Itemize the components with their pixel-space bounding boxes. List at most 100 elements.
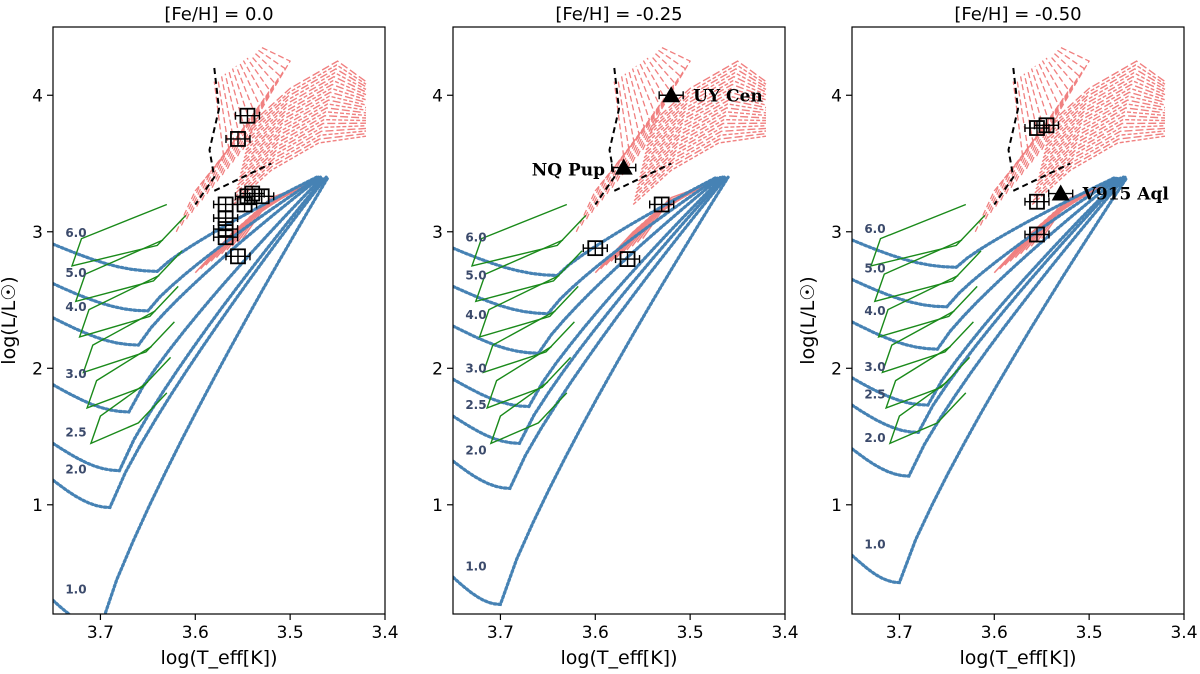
agb-track	[235, 127, 367, 194]
blue-loop-track	[489, 381, 568, 445]
agb-track	[239, 114, 367, 178]
agb-track	[1046, 79, 1166, 143]
blue-loop-track	[82, 310, 175, 374]
agb-track	[596, 70, 645, 207]
panel-1: 1.0 2.0 2.5 3.0 4.0 5.0 6.0 3.7 3.6 3.5 3.4 1 2 3 4 [Fe…	[0, 4, 399, 669]
agb-track	[1025, 54, 1075, 170]
agb-track	[585, 76, 635, 220]
agb-track	[979, 78, 1029, 226]
agb-track	[995, 70, 1044, 207]
mass-label: 3.0	[465, 361, 486, 375]
y-tick-label: 4	[32, 86, 43, 106]
blue-loop-tracks	[70, 203, 187, 445]
agb-track	[191, 73, 240, 214]
observed-star	[225, 131, 251, 147]
mass-label: 2.5	[864, 387, 885, 401]
blue-loop-track	[482, 310, 575, 374]
agb-track	[244, 91, 367, 155]
x-axis-label: log(T_eff[K])	[960, 647, 1077, 669]
agb-track	[240, 107, 367, 170]
ms-track	[453, 175, 726, 446]
agb-track	[643, 95, 767, 159]
agb-track	[249, 71, 367, 135]
x-tick-label: 3.6	[182, 623, 209, 643]
target-triangle	[614, 158, 633, 175]
agb-track	[211, 62, 261, 188]
agb-track	[241, 103, 367, 167]
agb-track	[249, 68, 367, 131]
y-tick-label: 3	[432, 223, 443, 243]
agb-track	[646, 83, 767, 147]
agb-track	[221, 57, 271, 176]
x-tick-label: 3.6	[582, 623, 609, 643]
x-axis-label: log(T_eff[K])	[161, 647, 278, 669]
mass-label: 4.0	[65, 300, 86, 314]
blue-loop-track	[74, 239, 183, 303]
panel-title: [Fe/H] = -0.50	[954, 4, 1081, 25]
agb-track	[1005, 65, 1055, 195]
agb-track	[238, 118, 367, 182]
agb-track	[226, 54, 276, 170]
agb-track	[1038, 114, 1166, 178]
agb-track	[647, 79, 767, 143]
agb-track	[231, 52, 281, 163]
target-label: UY Cen	[693, 86, 763, 106]
agb-track	[237, 49, 286, 157]
mass-label: 6.0	[65, 226, 86, 240]
blue-loop-track	[881, 310, 974, 374]
agb-track	[649, 71, 767, 135]
agb-track	[642, 99, 767, 163]
agb-track	[1048, 71, 1166, 135]
agb-tracks	[974, 46, 1166, 274]
x-tick-label: 3.5	[277, 623, 304, 643]
agb-track	[635, 127, 767, 194]
instability-boundary	[993, 67, 1020, 206]
y-tick-label: 2	[831, 359, 842, 379]
x-tick-label: 3.4	[371, 623, 398, 643]
agb-track	[1036, 49, 1085, 157]
blue-loop-track	[869, 203, 986, 267]
agb-track	[1032, 132, 1166, 202]
y-tick-label: 3	[32, 223, 43, 243]
mass-label: 3.0	[864, 360, 885, 374]
agb-track	[206, 65, 256, 195]
ms-track	[453, 175, 719, 278]
agb-track	[1031, 135, 1166, 206]
agb-track	[1040, 103, 1166, 167]
x-tick-label: 3.4	[771, 623, 798, 643]
observed-star	[248, 188, 275, 205]
agb-track	[1042, 95, 1166, 159]
observed-star	[212, 196, 239, 213]
ms-tracks	[53, 175, 330, 614]
ms-track	[53, 175, 326, 473]
agb-track	[246, 83, 367, 147]
agb-track	[248, 75, 367, 139]
y-tick-label: 1	[831, 496, 842, 516]
agb-track	[1036, 122, 1166, 186]
y-tick-label: 4	[831, 86, 842, 106]
ms-track	[852, 175, 1124, 407]
plot-area	[852, 46, 1166, 585]
mass-label: 4.0	[465, 308, 486, 322]
agb-track	[1043, 91, 1166, 155]
agb-track	[1034, 127, 1166, 194]
observed-star	[225, 248, 251, 265]
agb-track	[175, 81, 225, 233]
agb-track	[575, 81, 625, 233]
agb-track	[216, 60, 266, 182]
agb-track	[1049, 64, 1166, 128]
agb-track	[185, 76, 235, 220]
x-axis-label: log(T_eff[K])	[561, 647, 678, 669]
agb-track	[634, 130, 767, 198]
target-label: V915 Aql	[1082, 185, 1170, 205]
agb-track	[1030, 52, 1080, 163]
ms-track	[852, 175, 1118, 269]
mass-label: 1.0	[65, 583, 86, 597]
x-tick-label: 3.7	[87, 623, 114, 643]
target-triangle	[662, 86, 681, 103]
agb-track	[1050, 60, 1166, 124]
agb-track	[648, 75, 767, 139]
blue-loop-tracks	[869, 203, 986, 445]
mass-label: 4.0	[864, 304, 885, 318]
